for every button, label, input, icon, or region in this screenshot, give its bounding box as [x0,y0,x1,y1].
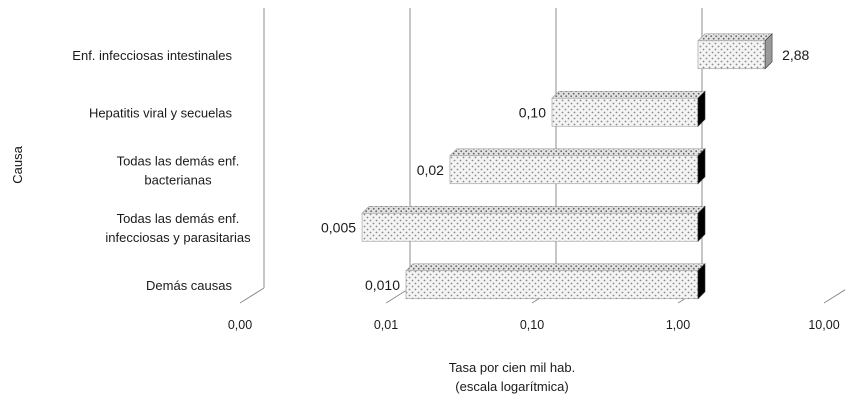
category-label: Demás causas [146,278,232,293]
bar-end-cap [764,33,773,70]
bar [405,263,706,300]
bar-top [551,90,706,99]
bar-front [697,40,766,70]
data-label: 0,10 [519,104,546,120]
bar-front [361,212,699,242]
bar-end-cap [697,90,706,127]
labels: 0,00 0,01 0,10 1,00 10,00 2,88 Enf. infecciosa… [10,47,840,394]
x-tick-label: 0,00 [228,318,252,332]
category-label: Todas las demás enf. [117,153,240,168]
category-label: Todas las demás enf. [117,211,240,226]
bar-end-cap [697,205,706,242]
category-label: Hepatitis viral y secuelas [89,105,233,120]
gridline-floor [823,289,845,304]
x-tick-label: 10,00 [808,318,839,332]
bar-front [405,270,699,300]
category-label: infecciosas y parasitarias [105,230,251,245]
x-tick-label: 0,01 [374,318,398,332]
x-tick-label: 0,10 [520,318,544,332]
bar [697,33,773,70]
bar [551,90,706,127]
category-label: bacterianas [144,172,212,187]
bar-top [405,263,706,272]
bar-end-cap [697,263,706,300]
bar-front [551,97,699,127]
data-label: 0,010 [365,277,400,293]
x-axis-title: (escala logarítmica) [455,379,568,394]
x-tick-label: 1,00 [666,318,690,332]
y-axis-title: Causa [10,145,25,183]
bar-front [449,155,699,185]
data-label: 0,005 [321,219,356,235]
bar-top [449,148,706,157]
bar-top [361,205,706,214]
bars [361,33,773,300]
bar-top [697,33,773,42]
gridline-floor [239,287,265,304]
bar-end-cap [697,148,706,185]
bar [449,148,706,185]
x-axis-title: Tasa por cien mil hab. [449,360,575,375]
category-label: Enf. infecciosas intestinales [72,48,232,63]
data-label: 2,88 [782,47,809,63]
data-label: 0,02 [417,162,444,178]
bar [361,205,706,242]
